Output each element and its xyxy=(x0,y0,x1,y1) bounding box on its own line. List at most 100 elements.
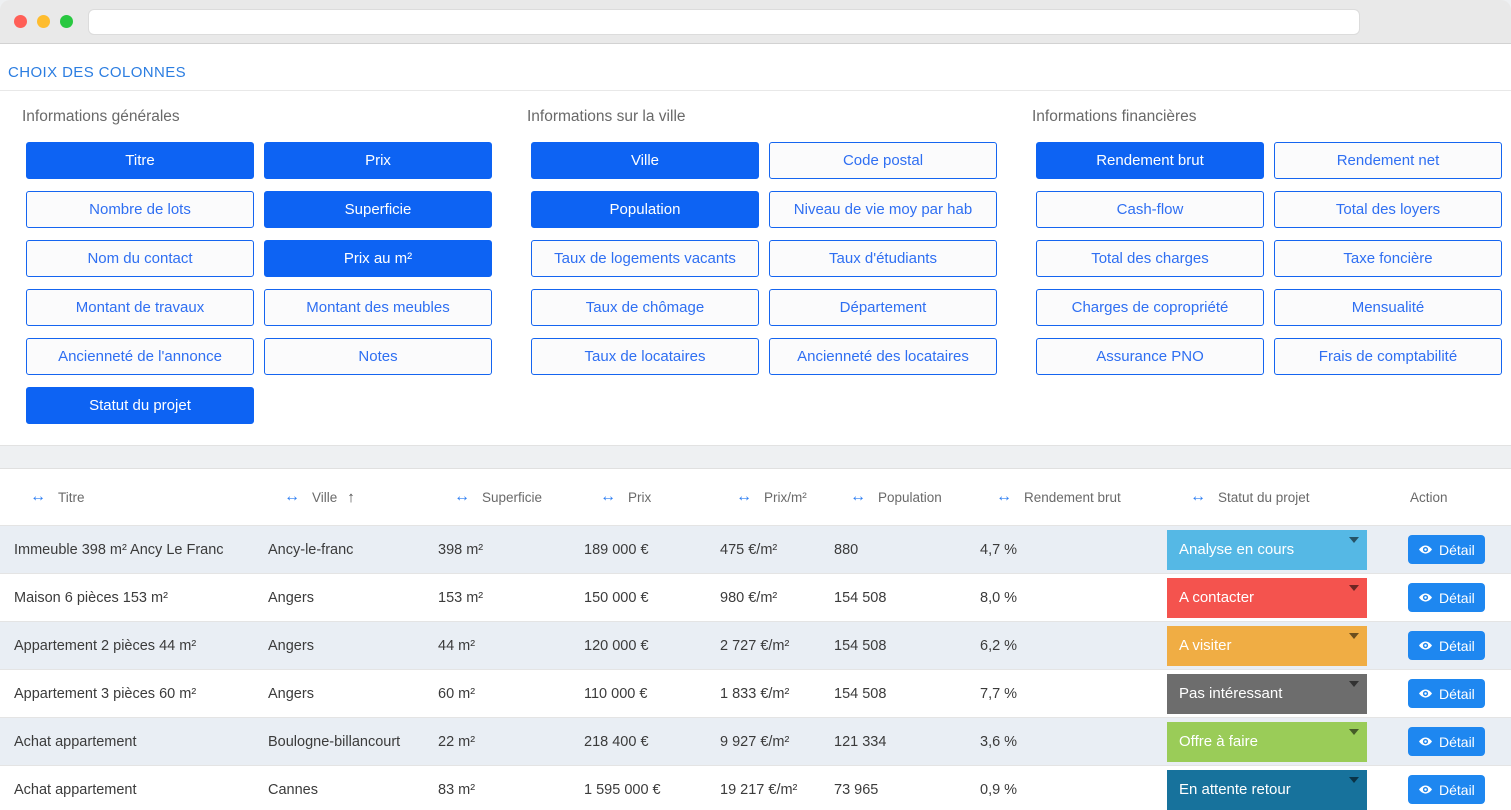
cell-population: 73 965 xyxy=(834,781,879,798)
column-toggle-taux-de-locataires[interactable]: Taux de locataires xyxy=(531,338,759,375)
cell-action: Détail xyxy=(1395,718,1511,765)
column-toggle-population[interactable]: Population xyxy=(531,191,759,228)
detail-button[interactable]: Détail xyxy=(1408,631,1485,660)
column-toggle-cash-flow[interactable]: Cash-flow xyxy=(1036,191,1264,228)
column-resize-icon[interactable]: ↔ xyxy=(1190,488,1206,505)
detail-button-label: Détail xyxy=(1439,637,1475,654)
column-resize-icon[interactable]: ↔ xyxy=(284,488,300,505)
status-dropdown-a-visiter[interactable]: A visiter xyxy=(1167,625,1367,666)
status-dropdown-offre-a-faire[interactable]: Offre à faire xyxy=(1167,721,1367,762)
column-group-informations-sur-la-ville: Informations sur la ville Ville Code posta… xyxy=(527,108,997,424)
column-header-rendement-brut[interactable]: ↔ Rendement brut xyxy=(966,469,1160,525)
url-bar[interactable] xyxy=(88,9,1360,35)
column-toggle-montant-de-travaux[interactable]: Montant de travaux xyxy=(26,289,254,326)
column-header-prix-m[interactable]: ↔ Prix/m² xyxy=(706,469,820,525)
column-toggle-grid: Rendement brut Rendement net Cash-flow Tota… xyxy=(1036,142,1502,375)
column-resize-icon[interactable]: ↔ xyxy=(736,488,752,505)
column-toggle-nombre-de-lots[interactable]: Nombre de lots xyxy=(26,191,254,228)
column-group-informations-generales: Informations générales Titre Prix Nombre de… xyxy=(22,108,492,424)
column-toggle-charges-de-copropriete[interactable]: Charges de copropriété xyxy=(1036,289,1264,326)
table-row: Maison 6 pièces 153 m² Angers 153 m² 150 00… xyxy=(0,574,1511,622)
column-toggle-anciennete-de-l-annonce[interactable]: Ancienneté de l'annonce xyxy=(26,338,254,375)
detail-button-label: Détail xyxy=(1439,685,1475,702)
column-toggle-ville[interactable]: Ville xyxy=(531,142,759,179)
column-toggle-departement[interactable]: Département xyxy=(769,289,997,326)
status-dropdown-a-contacter[interactable]: A contacter xyxy=(1167,577,1367,618)
status-dropdown-analyse-en-cours[interactable]: Analyse en cours xyxy=(1167,529,1367,570)
column-resize-icon[interactable]: ↔ xyxy=(996,488,1012,505)
column-toggle-statut-du-projet[interactable]: Statut du projet xyxy=(26,387,254,424)
column-header-label: Rendement brut xyxy=(1024,489,1121,505)
column-header-prix[interactable]: ↔ Prix xyxy=(570,469,706,525)
chevron-down-icon xyxy=(1349,584,1359,591)
cell-ville: Boulogne-billancourt xyxy=(268,733,401,750)
maximize-window-button[interactable] xyxy=(60,15,73,28)
column-header-ville[interactable]: ↔ Ville ↑ xyxy=(254,469,424,525)
cell-superficie: 60 m² xyxy=(438,685,476,702)
detail-button[interactable]: Détail xyxy=(1408,775,1485,804)
chevron-down-icon xyxy=(1349,728,1359,735)
column-header-statut-du-projet[interactable]: ↔ Statut du projet xyxy=(1160,469,1395,525)
table-header-row: ↔ Titre ↔ Ville ↑ ↔ Superficie ↔ Prix ↔ Prix/m² ↔ Po… xyxy=(0,469,1511,526)
column-resize-icon[interactable]: ↔ xyxy=(30,488,46,505)
column-toggle-titre[interactable]: Titre xyxy=(26,142,254,179)
status-label: A contacter xyxy=(1179,589,1255,606)
column-toggle-taux-de-logements-vacants[interactable]: Taux de logements vacants xyxy=(531,240,759,277)
column-toggle-mensualite[interactable]: Mensualité xyxy=(1274,289,1502,326)
results-table-panel: ↔ Titre ↔ Ville ↑ ↔ Superficie ↔ Prix ↔ Prix/m² ↔ Po… xyxy=(0,468,1511,810)
detail-button[interactable]: Détail xyxy=(1408,679,1485,708)
column-toggle-taux-de-chomage[interactable]: Taux de chômage xyxy=(531,289,759,326)
status-label: Analyse en cours xyxy=(1179,541,1295,558)
status-dropdown-en-attente-retour[interactable]: En attente retour xyxy=(1167,769,1367,810)
column-header-label: Action xyxy=(1410,489,1448,505)
detail-button-label: Détail xyxy=(1439,733,1475,750)
detail-button[interactable]: Détail xyxy=(1408,535,1485,564)
column-toggle-code-postal[interactable]: Code postal xyxy=(769,142,997,179)
minimize-window-button[interactable] xyxy=(37,15,50,28)
column-groups: Informations générales Titre Prix Nombre de… xyxy=(0,91,1511,424)
status-dropdown-pas-interessant[interactable]: Pas intéressant xyxy=(1167,673,1367,714)
column-toggle-niveau-de-vie-moy-par-hab[interactable]: Niveau de vie moy par hab xyxy=(769,191,997,228)
column-toggle-assurance-pno[interactable]: Assurance PNO xyxy=(1036,338,1264,375)
table-row: Appartement 2 pièces 44 m² Angers 44 m² 120… xyxy=(0,622,1511,670)
column-toggle-total-des-charges[interactable]: Total des charges xyxy=(1036,240,1264,277)
detail-button[interactable]: Détail xyxy=(1408,583,1485,612)
column-header-label: Titre xyxy=(58,489,85,505)
column-toggle-nom-du-contact[interactable]: Nom du contact xyxy=(26,240,254,277)
title-divider xyxy=(0,90,1511,91)
column-toggle-taux-d-etudiants[interactable]: Taux d'étudiants xyxy=(769,240,997,277)
close-window-button[interactable] xyxy=(14,15,27,28)
cell-population: 880 xyxy=(834,541,859,558)
column-resize-icon[interactable]: ↔ xyxy=(600,488,616,505)
cell-statut: Pas intéressant xyxy=(1160,670,1395,717)
detail-button[interactable]: Détail xyxy=(1408,727,1485,756)
column-toggle-superficie[interactable]: Superficie xyxy=(264,191,492,228)
cell-statut: Analyse en cours xyxy=(1160,526,1395,573)
column-chooser-panel: CHOIX DES COLONNES Informations générale… xyxy=(0,44,1511,446)
column-header-population[interactable]: ↔ Population xyxy=(820,469,966,525)
cell-population: 121 334 xyxy=(834,733,887,750)
cell-prix: 150 000 € xyxy=(584,589,649,606)
column-toggle-notes[interactable]: Notes xyxy=(264,338,492,375)
column-toggle-montant-des-meubles[interactable]: Montant des meubles xyxy=(264,289,492,326)
column-toggle-frais-de-comptabilite[interactable]: Frais de comptabilité xyxy=(1274,338,1502,375)
browser-titlebar xyxy=(0,0,1511,44)
column-toggle-prix-au-m[interactable]: Prix au m² xyxy=(264,240,492,277)
cell-prix: 110 000 € xyxy=(584,685,648,702)
column-toggle-total-des-loyers[interactable]: Total des loyers xyxy=(1274,191,1502,228)
column-toggle-anciennete-des-locataires[interactable]: Ancienneté des locataires xyxy=(769,338,997,375)
column-toggle-prix[interactable]: Prix xyxy=(264,142,492,179)
column-toggle-rendement-net[interactable]: Rendement net xyxy=(1274,142,1502,179)
column-header-superficie[interactable]: ↔ Superficie xyxy=(424,469,570,525)
page-title: CHOIX DES COLONNES xyxy=(8,64,187,81)
detail-button-label: Détail xyxy=(1439,781,1475,798)
column-toggle-rendement-brut[interactable]: Rendement brut xyxy=(1036,142,1264,179)
column-resize-icon[interactable]: ↔ xyxy=(850,488,866,505)
column-header-titre[interactable]: ↔ Titre xyxy=(0,469,254,525)
column-header-label: Statut du projet xyxy=(1218,489,1310,505)
cell-action: Détail xyxy=(1395,670,1511,717)
sort-ascending-icon[interactable]: ↑ xyxy=(347,488,355,506)
column-resize-icon[interactable]: ↔ xyxy=(454,488,470,505)
column-toggle-taxe-fonciere[interactable]: Taxe foncière xyxy=(1274,240,1502,277)
cell-ville: Ancy-le-franc xyxy=(268,541,354,558)
